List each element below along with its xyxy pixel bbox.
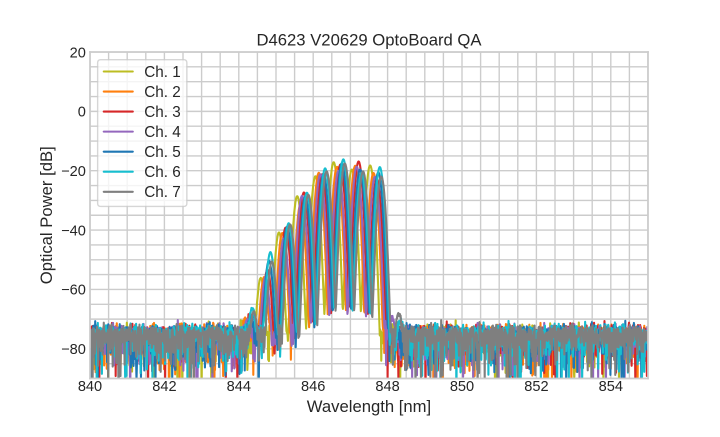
svg-text:Ch. 1: Ch. 1 bbox=[144, 64, 181, 81]
svg-text:0: 0 bbox=[78, 105, 86, 121]
svg-text:854: 854 bbox=[599, 379, 623, 395]
svg-text:852: 852 bbox=[524, 379, 548, 395]
svg-text:850: 850 bbox=[450, 379, 474, 395]
svg-text:−60: −60 bbox=[61, 283, 86, 299]
svg-text:842: 842 bbox=[152, 379, 176, 395]
svg-text:846: 846 bbox=[301, 379, 325, 395]
svg-text:20: 20 bbox=[70, 45, 86, 61]
svg-text:Ch. 4: Ch. 4 bbox=[144, 124, 181, 141]
svg-text:840: 840 bbox=[78, 379, 102, 395]
svg-text:−20: −20 bbox=[61, 164, 86, 180]
svg-text:Wavelength [nm]: Wavelength [nm] bbox=[307, 397, 431, 416]
svg-text:Ch. 7: Ch. 7 bbox=[144, 184, 181, 201]
svg-text:848: 848 bbox=[375, 379, 399, 395]
svg-text:Optical Power [dB]: Optical Power [dB] bbox=[37, 146, 56, 284]
svg-text:Ch. 5: Ch. 5 bbox=[144, 144, 181, 161]
svg-text:D4623 V20629 OptoBoard QA: D4623 V20629 OptoBoard QA bbox=[256, 30, 482, 49]
svg-text:Ch. 3: Ch. 3 bbox=[144, 104, 181, 121]
svg-text:Ch. 6: Ch. 6 bbox=[144, 164, 181, 181]
svg-text:844: 844 bbox=[227, 379, 251, 395]
svg-text:−80: −80 bbox=[61, 342, 86, 358]
svg-text:Ch. 2: Ch. 2 bbox=[144, 84, 181, 101]
svg-text:−40: −40 bbox=[61, 223, 86, 239]
